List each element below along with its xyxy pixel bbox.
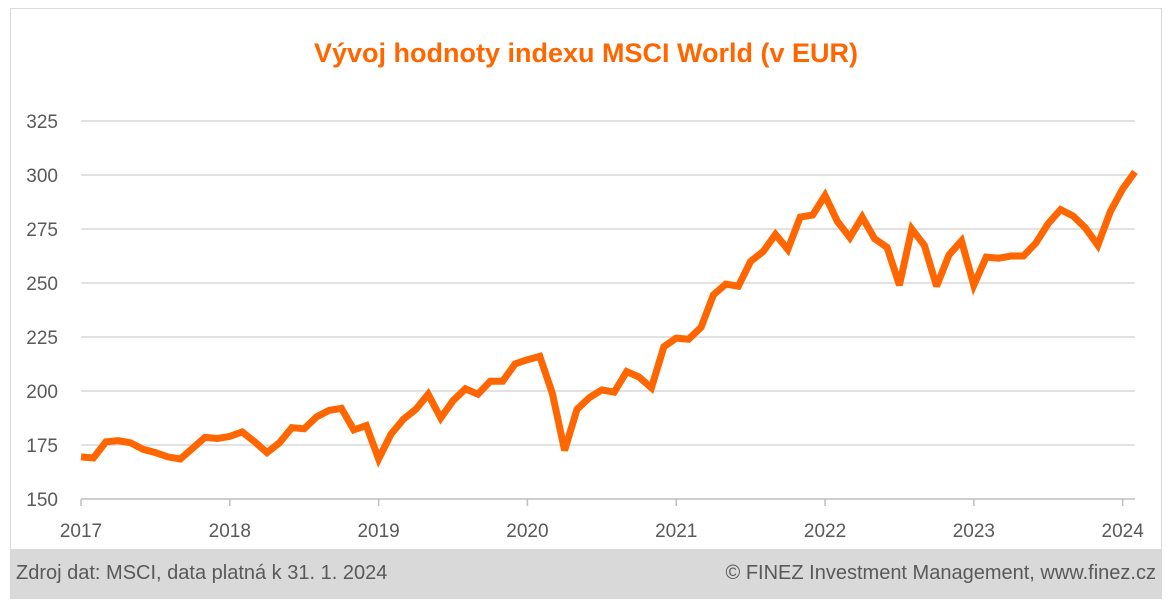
y-tick-label: 275: [26, 220, 58, 241]
y-tick-label: 225: [26, 328, 58, 349]
x-tick-label: 2018: [209, 521, 251, 542]
x-tick-label: 2020: [506, 521, 548, 542]
y-tick-label: 250: [26, 274, 58, 295]
y-axis-labels: 150 175 200 225 250 275 300 325: [26, 112, 58, 511]
y-tick-label: 300: [26, 166, 58, 187]
x-axis-labels: 2017 2018 2019 2020 2021 2022 2023 2024: [60, 521, 1144, 542]
series-line: [80, 169, 1138, 468]
x-tick-label: 2017: [60, 521, 102, 542]
x-tick-label: 2021: [655, 521, 697, 542]
footer-bar: Zdroj dat: MSCI, data platná k 31. 1. 20…: [10, 549, 1162, 599]
x-tick-label: 2023: [953, 521, 995, 542]
data-source-note: Zdroj dat: MSCI, data platná k 31. 1. 20…: [16, 562, 388, 584]
copyright-note: © FINEZ Investment Management, www.finez…: [725, 562, 1156, 584]
x-axis: [80, 498, 1135, 506]
x-tick-label: 2019: [357, 521, 399, 542]
y-tick-label: 150: [26, 490, 58, 511]
x-tick-label: 2024: [1102, 521, 1145, 542]
series-layer: [80, 169, 1138, 468]
line-chart: 150 175 200 225 250 275 300 325 2017 2018 2019 202…: [26, 112, 1144, 542]
y-tick-label: 325: [26, 112, 58, 133]
chart-title: Vývoj hodnoty indexu MSCI World (v EUR): [313, 38, 859, 68]
x-tick-label: 2022: [804, 521, 846, 542]
y-tick-label: 175: [26, 436, 58, 457]
y-tick-label: 200: [26, 382, 58, 403]
